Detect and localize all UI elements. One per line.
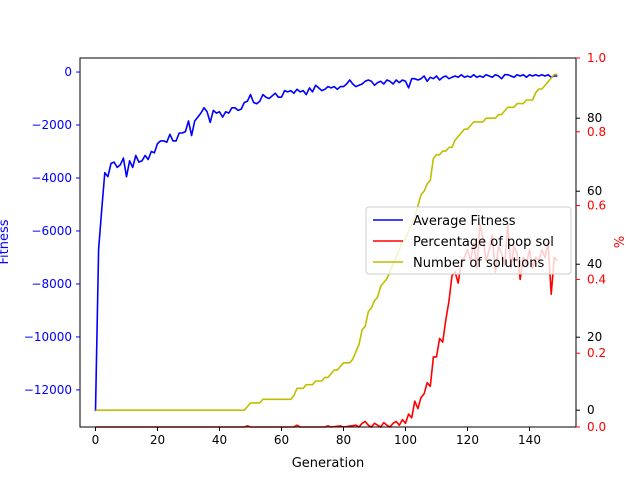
y2-tick-label: 0.6 <box>587 199 606 213</box>
y2-tick-label: 1.0 <box>587 51 606 65</box>
y3-tick-label: 40 <box>587 257 602 271</box>
y2-axis-label: % <box>613 236 628 248</box>
y3-tick-label: 80 <box>587 111 602 125</box>
x-tick-label: 0 <box>92 433 100 447</box>
y3-tick-label: 60 <box>587 184 602 198</box>
series-line-average-fitness <box>94 73 558 412</box>
y1-tick-label: −2000 <box>31 118 72 132</box>
y1-tick-label: −12000 <box>24 383 72 397</box>
x-axis-label: Generation <box>292 456 365 471</box>
y1-tick-label: 0 <box>64 65 72 79</box>
y1-axis-label: Fitness <box>0 219 12 264</box>
x-tick-label: 60 <box>274 433 289 447</box>
y3-tick-label: 20 <box>587 330 602 344</box>
y3-tick-label: 0 <box>587 403 595 417</box>
legend-label-solutions: Number of solutions <box>413 256 544 271</box>
y3-axis: 0 20 40 60 80 <box>576 111 602 417</box>
y1-tick-label: −10000 <box>24 330 72 344</box>
y1-tick-label: −6000 <box>31 224 72 238</box>
x-tick-label: 140 <box>518 433 541 447</box>
legend-label-average-fitness: Average Fitness <box>413 214 516 229</box>
x-tick-label: 120 <box>456 433 479 447</box>
legend-label-percentage: Percentage of pop sol <box>413 235 554 250</box>
y2-tick-label: 0.2 <box>587 346 606 360</box>
x-axis: 0 20 40 60 80 100 120 140 <box>92 427 541 447</box>
y2-tick-label: 0.0 <box>587 420 606 434</box>
y2-tick-label: 0.8 <box>587 125 606 139</box>
x-tick-label: 40 <box>212 433 227 447</box>
x-tick-label: 80 <box>336 433 351 447</box>
y1-axis: 0 −2000 −4000 −6000 −8000 −10000 −12000 <box>24 65 80 397</box>
y2-tick-label: 0.4 <box>587 272 606 286</box>
legend-box <box>365 206 572 275</box>
y1-tick-label: −4000 <box>31 171 72 185</box>
y1-tick-label: −8000 <box>31 277 72 291</box>
x-tick-label: 20 <box>150 433 165 447</box>
legend: Average Fitness Percentage of pop sol Nu… <box>365 206 572 275</box>
y2-axis: 0.0 0.2 0.4 0.6 0.8 1.0 <box>576 51 606 434</box>
x-tick-label: 100 <box>394 433 417 447</box>
plot-frame <box>79 57 577 428</box>
